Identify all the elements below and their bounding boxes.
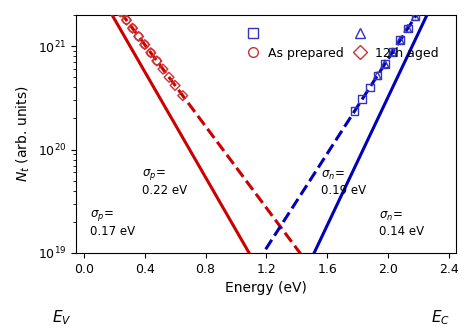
Point <box>135 34 142 39</box>
Point <box>110 1 118 6</box>
Text: $E_C$: $E_C$ <box>431 308 450 327</box>
Point <box>396 38 404 43</box>
Text: $\sigma_n$=
0.19 eV: $\sigma_n$= 0.19 eV <box>321 169 366 197</box>
Point <box>389 50 396 55</box>
Text: $\sigma_n$=
0.14 eV: $\sigma_n$= 0.14 eV <box>379 210 424 238</box>
Point <box>381 61 389 66</box>
Point <box>411 14 419 19</box>
Point <box>381 61 389 66</box>
Point <box>351 109 358 114</box>
Point <box>141 42 148 47</box>
Text: $\sigma_p$=
0.17 eV: $\sigma_p$= 0.17 eV <box>90 208 135 238</box>
Point <box>153 58 161 64</box>
Point <box>171 83 179 88</box>
Point <box>129 26 137 31</box>
Point <box>135 34 142 39</box>
Point <box>389 50 396 55</box>
Point <box>374 73 381 78</box>
Point <box>179 93 187 98</box>
Y-axis label: $N_t$ (arb. units): $N_t$ (arb. units) <box>15 86 32 182</box>
Point <box>165 75 173 80</box>
Point <box>117 9 124 15</box>
Point <box>366 85 374 90</box>
Point <box>147 50 155 55</box>
Point <box>141 42 148 47</box>
Point <box>411 14 419 19</box>
Point <box>358 97 366 102</box>
Point <box>396 38 404 43</box>
Point <box>110 1 118 6</box>
Point <box>153 58 161 64</box>
Point <box>404 26 411 31</box>
Point <box>129 26 137 31</box>
Text: $E_V$: $E_V$ <box>52 308 72 327</box>
Point <box>374 73 381 78</box>
Text: $\sigma_p$=
0.22 eV: $\sigma_p$= 0.22 eV <box>142 167 187 197</box>
Point <box>123 17 130 23</box>
Point <box>117 9 124 15</box>
Point <box>419 2 427 7</box>
Point <box>419 2 427 7</box>
X-axis label: Energy (eV): Energy (eV) <box>226 281 307 295</box>
Point <box>123 17 130 23</box>
Legend:    , As prepared,    , 12-h aged: , As prepared, , 12-h aged <box>237 24 443 63</box>
Point <box>159 66 167 72</box>
Point <box>147 50 155 55</box>
Point <box>404 26 411 31</box>
